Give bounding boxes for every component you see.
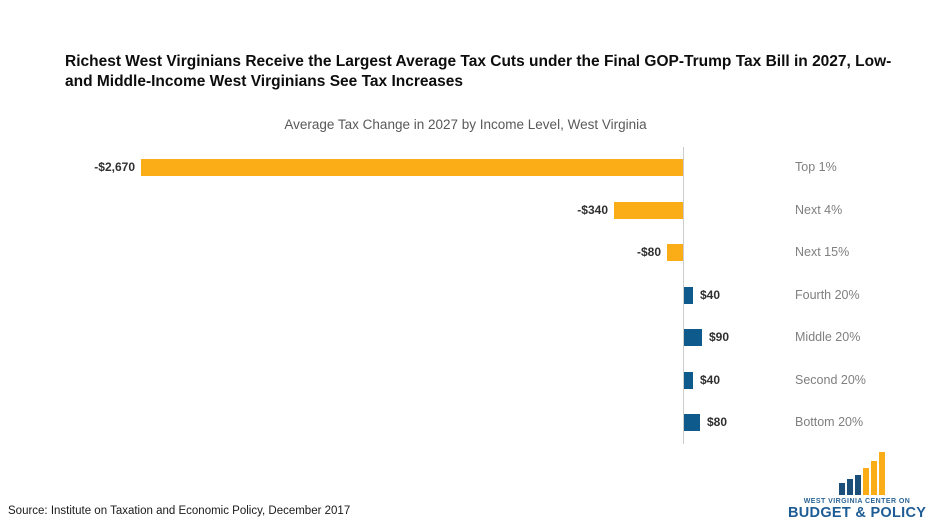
value-label-middle-20: $90 <box>709 330 730 344</box>
bar-next-4 <box>614 202 683 219</box>
value-label-second-20: $40 <box>700 373 721 387</box>
logo-bar-chart-icon <box>798 451 926 495</box>
logo-org-line1: WEST VIRGINIA CENTER ON <box>803 498 911 505</box>
category-label-next-15: Next 15% <box>795 245 850 259</box>
category-label-next-4: Next 4% <box>795 203 843 217</box>
logo-bar <box>863 468 869 495</box>
logo-org-line2: BUDGET & POLICY <box>788 505 927 521</box>
category-label-bottom-20: Bottom 20% <box>795 415 864 429</box>
value-label-top-1: -$2,670 <box>94 160 135 174</box>
category-label-middle-20: Middle 20% <box>795 330 861 344</box>
logo-bar <box>855 475 861 495</box>
y-axis-line <box>683 147 684 444</box>
value-label-next-15: -$80 <box>636 245 661 259</box>
category-label-fourth-20: Fourth 20% <box>795 288 860 302</box>
logo-bar <box>879 452 885 495</box>
bar-bottom-20 <box>684 414 700 431</box>
value-label-fourth-20: $40 <box>700 288 721 302</box>
category-label-second-20: Second 20% <box>795 373 866 387</box>
plot-area: -$2,670 Top 1% -$340 Next 4% -$80 Next 15% $40… <box>0 147 931 447</box>
category-label-top-1: Top 1% <box>795 160 837 174</box>
source-note: Source: Institute on Taxation and Econom… <box>8 505 351 517</box>
bar-next-15 <box>667 244 683 261</box>
chart-headline: Richest West Virginians Receive the Larg… <box>65 53 892 91</box>
bar-middle-20 <box>684 329 702 346</box>
bar-top-1 <box>141 159 683 176</box>
value-label-next-4: -$340 <box>577 203 608 217</box>
chart-subtitle: Average Tax Change in 2027 by Income Lev… <box>284 117 647 132</box>
logo-bar <box>847 479 853 495</box>
value-label-bottom-20: $80 <box>707 415 728 429</box>
org-logo: WEST VIRGINIA CENTER ON BUDGET & POLICY <box>788 451 926 521</box>
bar-fourth-20 <box>684 287 693 304</box>
logo-bar <box>839 483 845 495</box>
logo-bar <box>871 461 877 495</box>
bar-second-20 <box>684 372 693 389</box>
